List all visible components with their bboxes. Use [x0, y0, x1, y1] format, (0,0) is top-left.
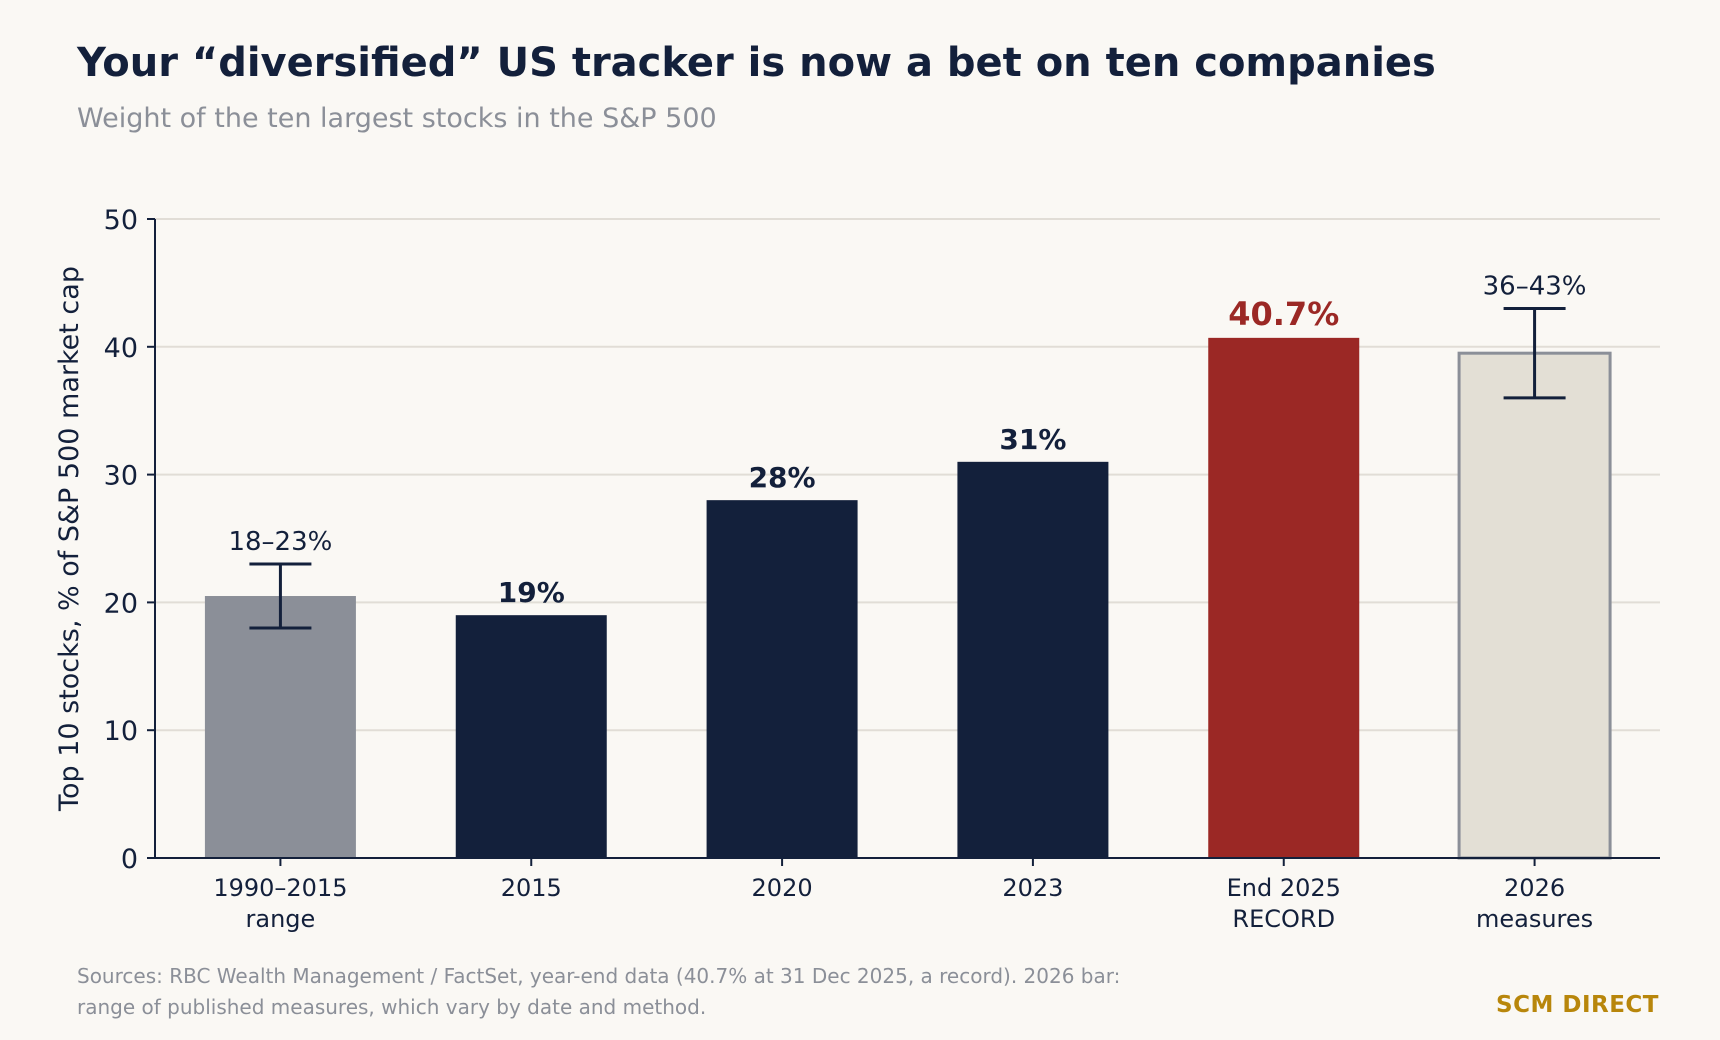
source-note: Sources: RBC Wealth Management / FactSet… [77, 964, 1121, 1019]
brand-logo-text: SCM DIRECT [1496, 992, 1659, 1018]
bar [706, 500, 858, 858]
x-tick-label: measures [1476, 905, 1593, 933]
data-label: 19% [498, 576, 565, 609]
x-tick-label: range [246, 905, 316, 933]
data-label: 40.7% [1228, 295, 1339, 333]
data-label: 28% [749, 461, 816, 494]
bar [204, 596, 356, 858]
y-tick-label: 20 [104, 588, 138, 619]
x-tick-label: RECORD [1232, 905, 1335, 933]
x-tick-label: 2026 [1504, 874, 1565, 902]
bar [455, 615, 607, 858]
x-tick-label: 2015 [501, 874, 562, 902]
data-label: 36–43% [1483, 271, 1587, 301]
chart-title: Your “diversified” US tracker is now a b… [77, 40, 1436, 86]
chart-subtitle: Weight of the ten largest stocks in the … [77, 103, 717, 134]
y-tick-label: 10 [104, 716, 138, 747]
x-tick-label: 1990–2015 [213, 874, 347, 902]
y-axis-title: Top 10 stocks, % of S&P 500 market cap [54, 266, 85, 812]
y-tick-label: 50 [104, 205, 138, 236]
y-tick-label: 0 [121, 844, 138, 875]
y-tick-label: 30 [104, 461, 138, 492]
y-tick-label: 40 [104, 333, 138, 364]
x-tick-label: 2020 [752, 874, 813, 902]
bar [957, 461, 1109, 858]
data-label: 31% [999, 423, 1066, 456]
data-label: 18–23% [228, 527, 332, 557]
x-tick-label: 2023 [1002, 874, 1063, 902]
x-tick-label: End 2025 [1227, 874, 1341, 902]
bar [1208, 337, 1360, 858]
bar [1457, 351, 1612, 860]
